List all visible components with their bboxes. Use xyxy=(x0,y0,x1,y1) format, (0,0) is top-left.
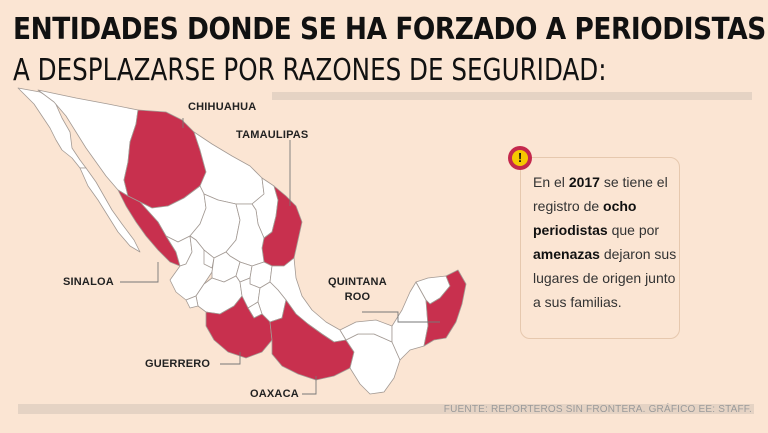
exclamation-icon-glyph: ! xyxy=(512,150,528,166)
state-chiapas xyxy=(345,333,401,395)
label-chihuahua: CHIHUAHUA xyxy=(188,101,257,113)
callout-year: 2017 xyxy=(568,174,600,190)
top-divider xyxy=(272,92,752,100)
exclamation-icon: ! xyxy=(508,146,532,170)
leader-line-quintana-roo xyxy=(362,311,440,323)
callout-count: ocho periodistas xyxy=(533,198,637,238)
leader-line-oaxaca xyxy=(302,376,317,395)
label-quintana-roo: QUINTANA ROO xyxy=(328,275,387,305)
label-quintana-roo-line-1: QUINTANA xyxy=(328,276,387,288)
bottom-divider xyxy=(18,404,754,414)
info-callout: En el 2017 se tiene el registro de ocho … xyxy=(520,157,680,339)
callout-text-2: se tiene el registro de xyxy=(533,174,668,214)
label-guerrero: GUERRERO xyxy=(145,358,211,370)
callout-text-3: que por xyxy=(607,222,660,238)
label-sinaloa: SINALOA xyxy=(63,276,114,288)
title-line-2: A DESPLAZARSE POR RAZONES DE SEGURIDAD: xyxy=(13,53,607,88)
title-line-1: ENTIDADES DONDE SE HA FORZADO A PERIODIS… xyxy=(13,12,766,47)
callout-text-4: dejaron sus lugares de origen junto a su… xyxy=(533,246,677,310)
callout-text-1: En el xyxy=(533,174,569,190)
source-credit: FUENTE: REPORTEROS SIN FRONTERA. GRÁFICO… xyxy=(443,404,752,415)
state-quintana-roo xyxy=(423,269,467,347)
state-baja-california-sur xyxy=(79,167,141,253)
state-coahuila xyxy=(193,131,265,205)
label-quintana-roo-line-2: ROO xyxy=(344,291,371,303)
state-aguascalientes xyxy=(203,249,215,269)
callout-reason: amenazas xyxy=(533,246,600,262)
leader-line-sinaloa xyxy=(120,262,159,283)
label-tamaulipas: TAMAULIPAS xyxy=(236,129,309,141)
label-oaxaca: OAXACA xyxy=(250,388,299,400)
callout-text: En el 2017 se tiene el registro de ocho … xyxy=(533,170,681,314)
state-colima xyxy=(185,295,199,309)
leader-line-guerrero xyxy=(220,352,241,365)
